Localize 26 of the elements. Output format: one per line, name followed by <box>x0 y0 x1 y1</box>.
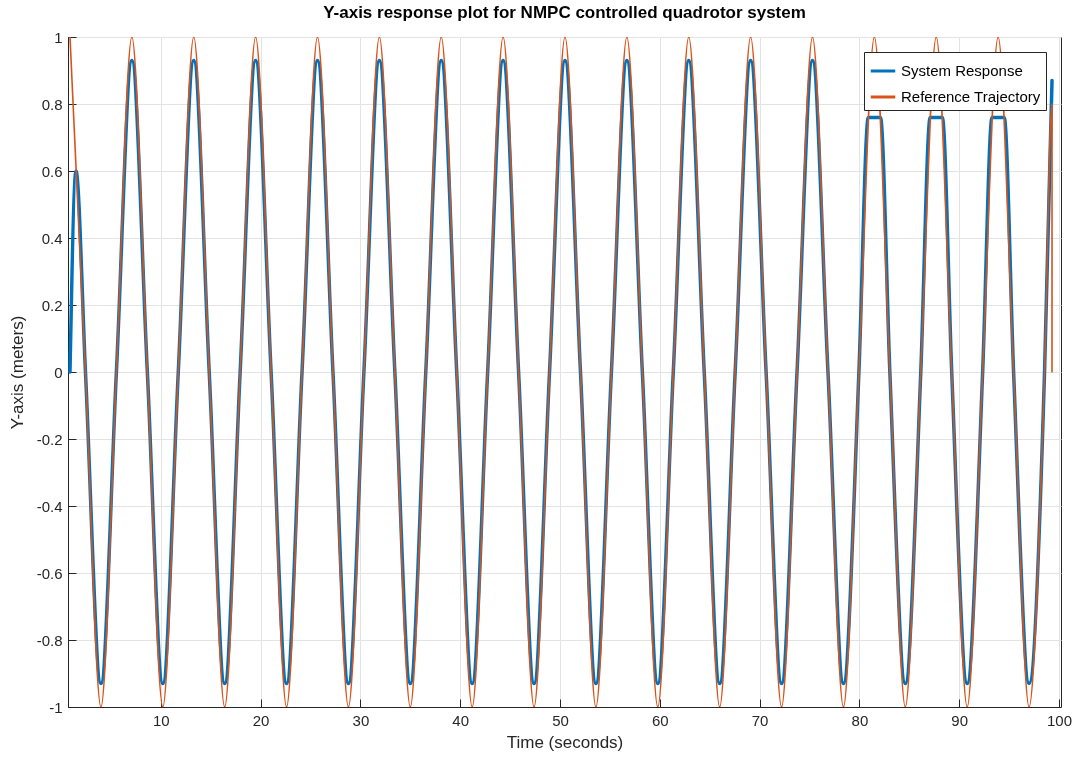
y-tick-label: 0 <box>54 363 63 381</box>
x-tick-label: 50 <box>552 711 569 729</box>
y-tick-label: 0.4 <box>41 229 63 247</box>
y-tick-label: 0.8 <box>41 95 63 113</box>
x-axis-title: Time (seconds) <box>506 732 624 752</box>
y-tick-label: -0.2 <box>36 430 63 448</box>
legend-label: Reference Trajectory <box>901 88 1041 105</box>
y-tick-label: -0.8 <box>36 631 63 649</box>
legend-label: System Response <box>901 62 1023 79</box>
x-tick-label: 30 <box>352 711 370 729</box>
y-tick-label: 0.6 <box>41 162 63 180</box>
y-axis-title: Y-axis (meters) <box>7 315 27 430</box>
x-tick-label: 70 <box>751 711 769 729</box>
y-tick-label: 0.2 <box>41 296 63 314</box>
y-tick-label: 1 <box>54 28 63 46</box>
y-tick-label: -0.6 <box>36 564 63 582</box>
chart-title: Y-axis response plot for NMPC controlled quadrotor system <box>323 3 806 22</box>
x-tick-label: 20 <box>252 711 270 729</box>
y-tick-label: -0.4 <box>36 497 63 515</box>
x-tick-label: 40 <box>452 711 470 729</box>
x-tick-label: 100 <box>1046 711 1073 729</box>
x-tick-label: 10 <box>152 711 170 729</box>
x-tick-label: 80 <box>851 711 869 729</box>
x-tick-label: 90 <box>951 711 969 729</box>
x-tick-label: 60 <box>651 711 669 729</box>
y-tick-label: -1 <box>49 698 63 716</box>
